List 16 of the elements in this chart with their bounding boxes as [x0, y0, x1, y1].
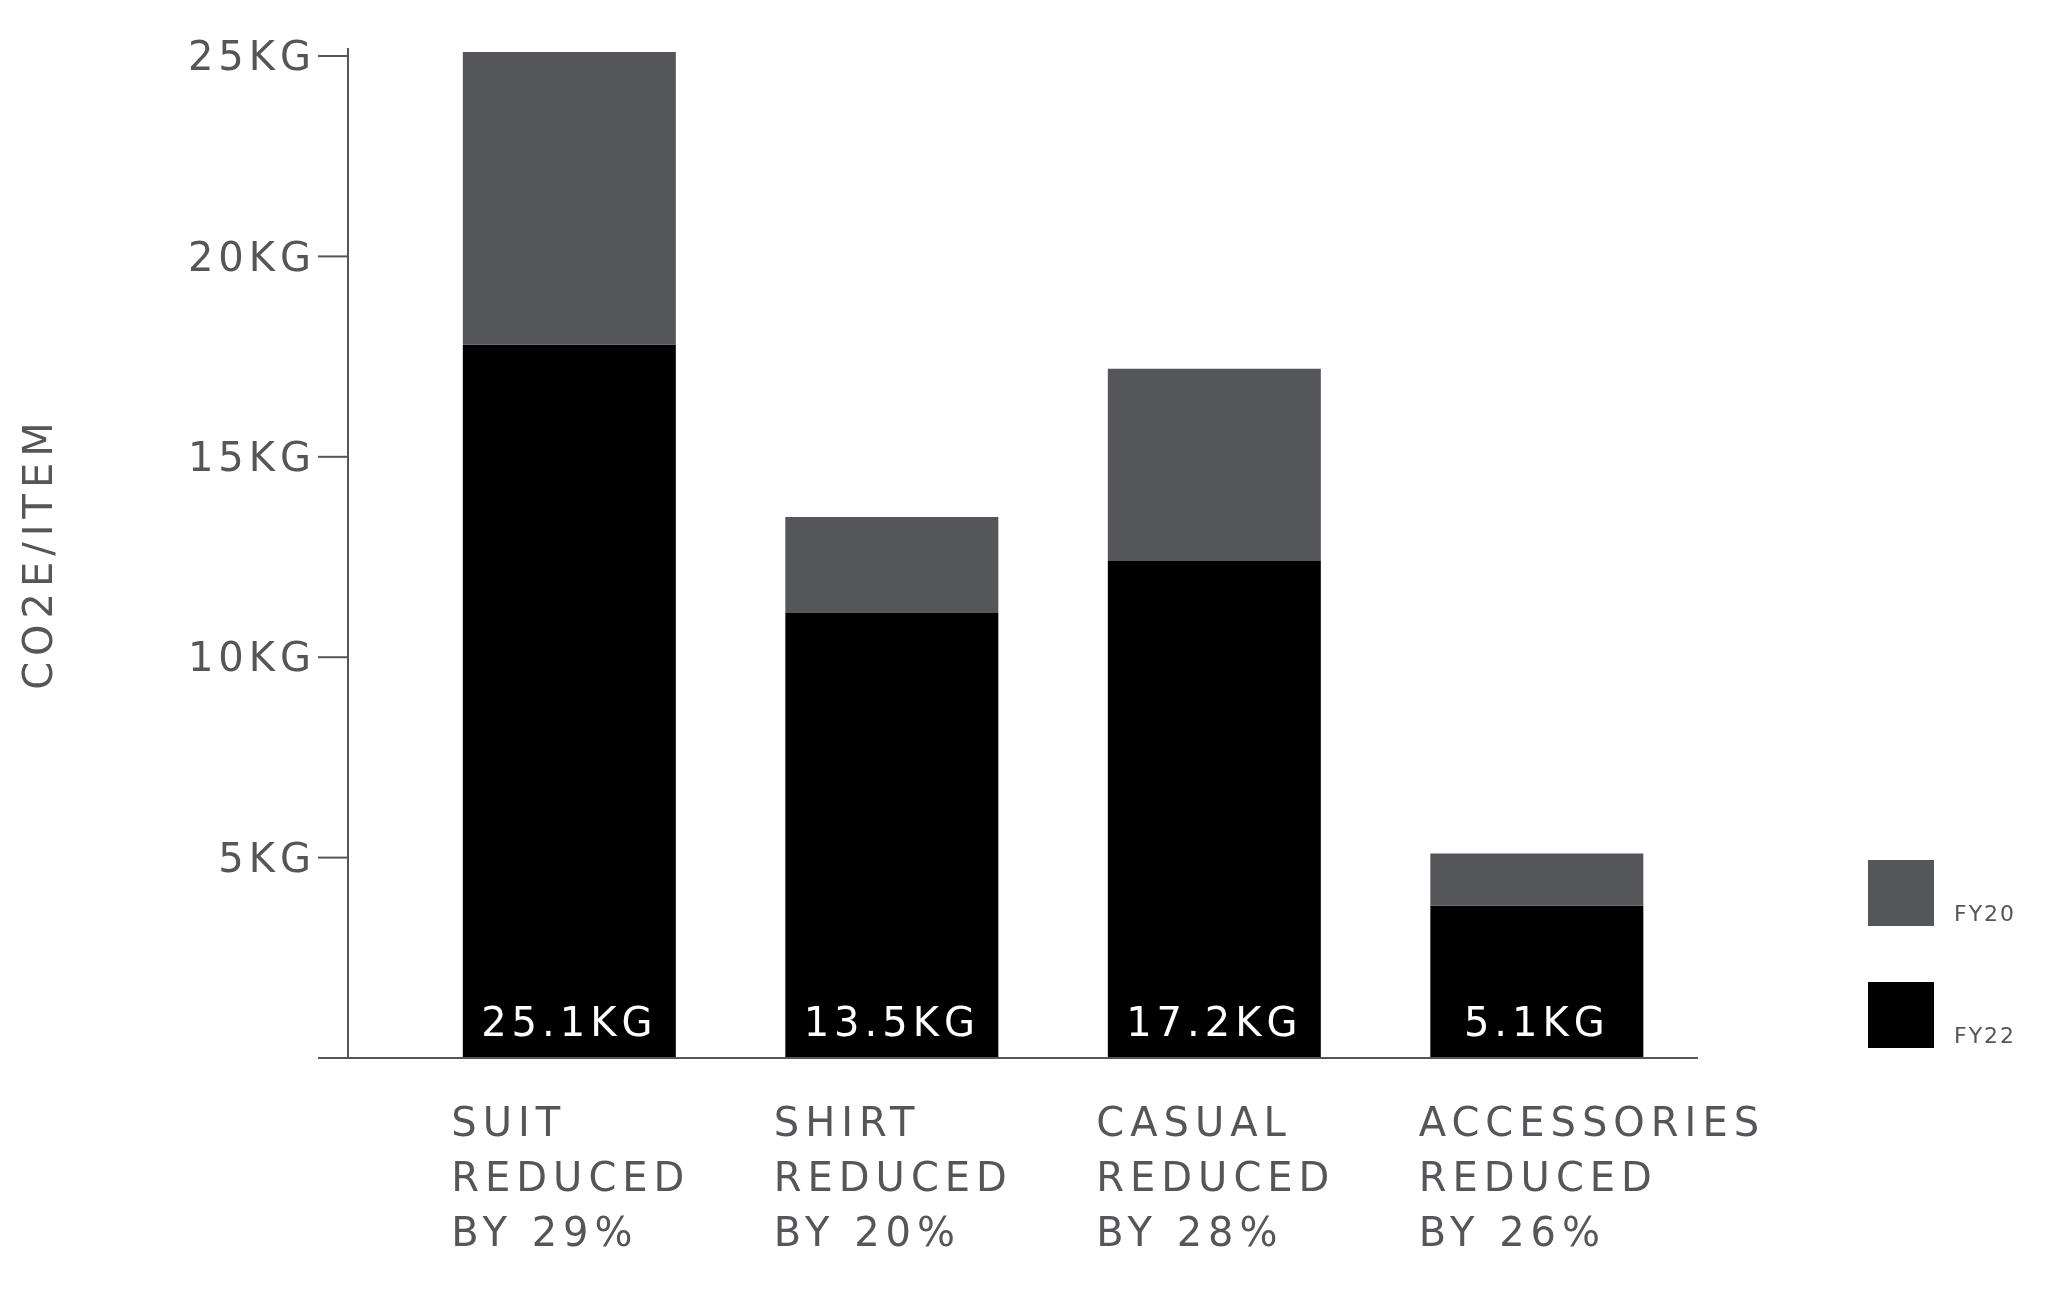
- total-label: 5.1KG: [1463, 999, 1610, 1045]
- text: FY20: [1954, 901, 2017, 926]
- x-tick-label: CASUAL REDUCED BY 28%: [1096, 1099, 1336, 1255]
- x-tick-label: ACCESSORIES REDUCED BY 26%: [1418, 1099, 1766, 1255]
- y-tick-label: 10KG: [187, 634, 316, 681]
- total-label: 13.5KG: [803, 999, 980, 1045]
- y-axis-title: CO2E/ITEM: [15, 416, 62, 690]
- x-tick-label: SUIT REDUCED BY 29%: [451, 1099, 691, 1255]
- total-label: 17.2KG: [1126, 999, 1303, 1045]
- x-tick-label: SHIRT REDUCED BY 20%: [773, 1099, 1013, 1255]
- y-tick-label: 20KG: [187, 233, 316, 280]
- y-tick-label: 15KG: [187, 434, 316, 481]
- total-label: 25.1KG: [481, 999, 658, 1045]
- y-tick-label: 25KG: [187, 33, 316, 80]
- text: FY22: [1954, 1023, 2017, 1048]
- y-tick-label: 5KG: [218, 834, 316, 881]
